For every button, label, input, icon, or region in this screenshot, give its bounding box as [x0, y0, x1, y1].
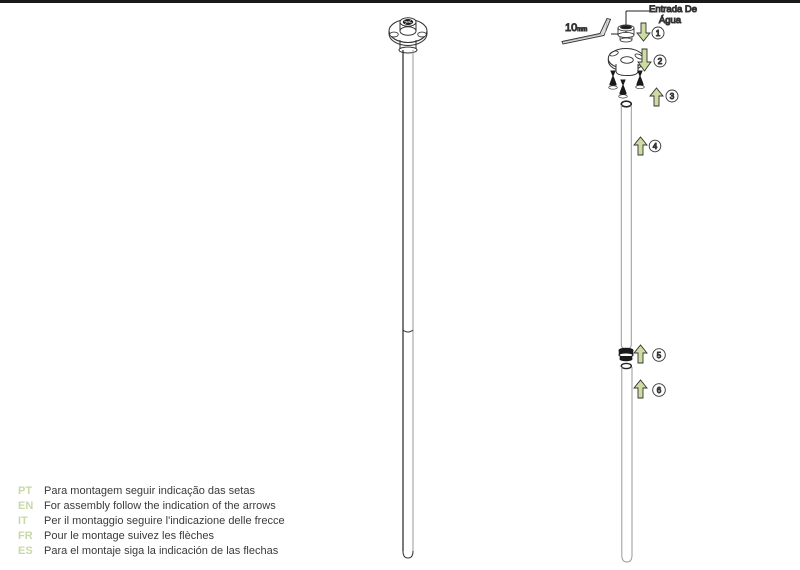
svg-text:2: 2: [658, 57, 663, 66]
svg-text:Para el montaje siga la indica: Para el montaje siga la indicación de la…: [44, 545, 279, 557]
svg-text:1: 1: [656, 29, 661, 38]
svg-text:IT: IT: [18, 515, 28, 527]
svg-text:6: 6: [657, 386, 662, 395]
svg-text:Água: Água: [659, 15, 682, 26]
svg-text:EN: EN: [18, 500, 33, 512]
svg-text:5: 5: [657, 351, 662, 360]
svg-text:10mm: 10mm: [565, 22, 587, 34]
svg-text:FR: FR: [18, 530, 33, 542]
svg-text:Per il montaggio seguire l'ind: Per il montaggio seguire l'indicazione d…: [44, 515, 285, 527]
svg-text:ES: ES: [18, 545, 33, 557]
svg-text:Entrada De: Entrada De: [649, 4, 697, 15]
svg-text:Para montagem seguir indicação: Para montagem seguir indicação das setas: [44, 485, 255, 497]
svg-text:Pour le montage suivez les flè: Pour le montage suivez les flèches: [44, 530, 214, 542]
svg-text:For assembly follow the indica: For assembly follow the indication of th…: [44, 500, 276, 512]
svg-text:4: 4: [653, 142, 658, 151]
svg-text:3: 3: [670, 92, 675, 101]
svg-text:PT: PT: [18, 485, 32, 497]
